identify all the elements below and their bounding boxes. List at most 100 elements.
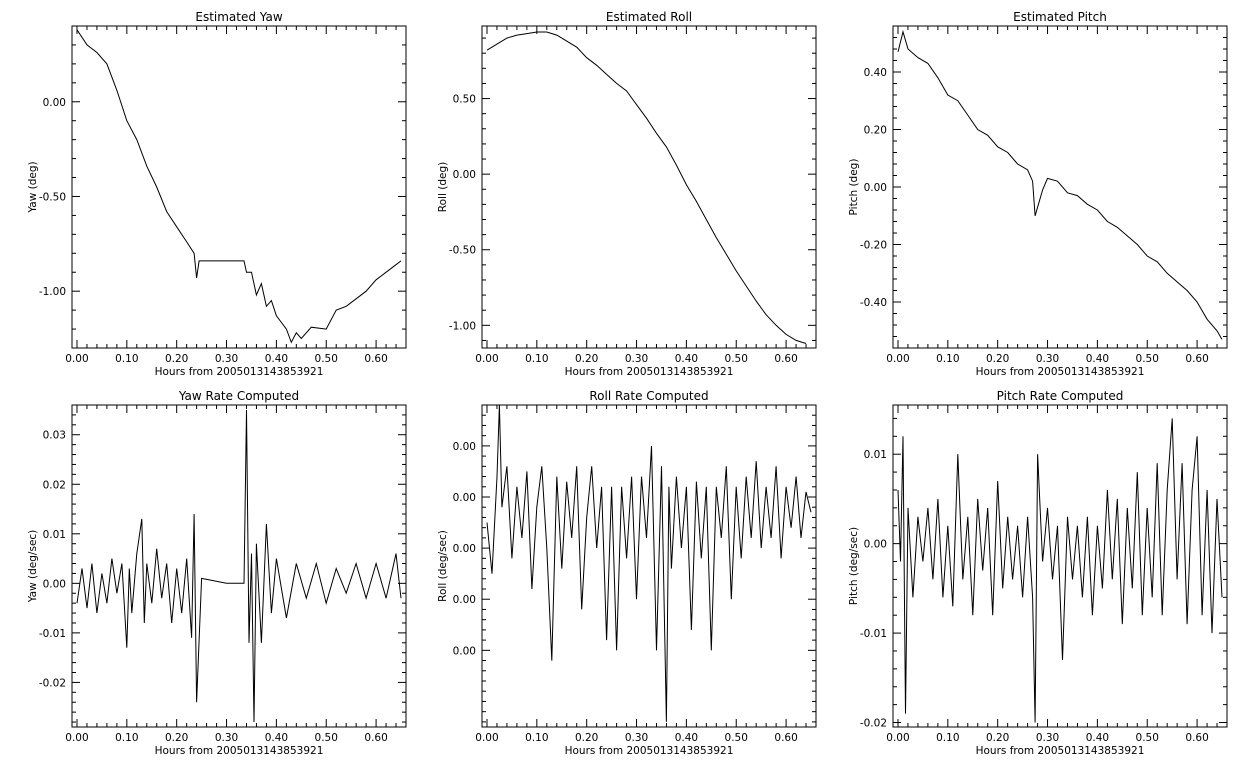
x-tick-label: 0.20 [575, 353, 598, 365]
y-tick-label: -0.02 [39, 677, 66, 689]
x-tick-label: 0.30 [625, 353, 648, 365]
x-tick-label: 0.00 [886, 353, 909, 365]
series-line-yaw_rate [76, 409, 402, 723]
x-tick-label: 0.50 [315, 732, 338, 744]
y-axis-label: Yaw (deg) [27, 161, 39, 213]
x-tick-label: 0.40 [1086, 353, 1109, 365]
series-line-roll_rate [486, 404, 812, 722]
x-tick-label: 0.40 [265, 732, 288, 744]
x-tick-label: 0.30 [625, 732, 648, 744]
x-tick-label: 0.60 [364, 353, 387, 365]
y-tick-label: -0.50 [39, 191, 66, 203]
x-axis-label: Hours from 2005013143853921 [565, 745, 734, 757]
y-tick-label: 0.02 [43, 479, 66, 491]
x-tick-label: 0.10 [936, 353, 959, 365]
panel-title: Estimated Roll [606, 10, 692, 24]
x-axis-label: Hours from 2005013143853921 [155, 745, 324, 757]
x-tick-label: 0.20 [165, 732, 188, 744]
y-tick-label: -0.20 [860, 240, 887, 252]
y-tick-label: 0.00 [43, 97, 66, 109]
x-tick-label: 0.60 [364, 732, 387, 744]
x-tick-label: 0.30 [215, 353, 238, 365]
y-tick-label: 0.00 [453, 543, 476, 555]
x-axis-label: Hours from 2005013143853921 [976, 745, 1145, 757]
x-tick-label: 0.10 [115, 732, 138, 744]
y-tick-label: -0.02 [860, 718, 887, 730]
y-tick-label: -0.50 [449, 245, 476, 257]
panel-pitch: Estimated Pitch 0.00 0.10 0.20 0.30 0.40 0.50 0… [848, 10, 1228, 378]
panel-roll_rate: Roll Rate Computed 0.00 0.10 0.20 0.30 0.40 0.… [437, 389, 817, 757]
series-line-yaw [76, 29, 402, 344]
y-tick-label: 0.40 [864, 67, 887, 79]
series-line-pitch [897, 29, 1223, 340]
x-tick-label: 0.30 [215, 732, 238, 744]
panel-title: Estimated Pitch [1013, 10, 1107, 24]
y-tick-label: 0.00 [864, 539, 887, 551]
panel-title: Pitch Rate Computed [997, 389, 1124, 403]
y-axis-label: Roll (deg/sec) [437, 530, 449, 602]
x-tick-label: 0.50 [725, 732, 748, 744]
x-tick-label: 0.00 [65, 732, 88, 744]
x-tick-label: 0.60 [774, 353, 797, 365]
plot-frame [71, 25, 407, 349]
x-tick-label: 0.20 [165, 353, 188, 365]
x-tick-label: 0.00 [886, 732, 909, 744]
plot-frame [481, 25, 817, 349]
y-axis-label: Pitch (deg) [848, 159, 860, 216]
y-tick-label: -1.00 [39, 286, 66, 298]
x-tick-label: 0.10 [525, 353, 548, 365]
panel-title: Roll Rate Computed [589, 389, 708, 403]
panel-yaw_rate: Yaw Rate Computed 0.00 0.10 0.20 0.30 0.40 0.5… [27, 389, 407, 757]
plot-frame [71, 404, 407, 728]
y-axis-label: Pitch (deg/sec) [848, 527, 860, 605]
x-tick-label: 0.10 [115, 353, 138, 365]
y-axis-label: Yaw (deg/sec) [27, 530, 39, 604]
x-tick-label: 0.10 [936, 732, 959, 744]
x-tick-label: 0.50 [1136, 353, 1159, 365]
y-tick-label: -1.00 [449, 320, 476, 332]
y-tick-label: 0.50 [453, 94, 476, 106]
panel-title: Yaw Rate Computed [178, 389, 299, 403]
x-tick-label: 0.00 [475, 732, 498, 744]
x-tick-label: 0.40 [1086, 732, 1109, 744]
y-tick-label: 0.00 [453, 594, 476, 606]
y-tick-label: -0.01 [39, 628, 66, 640]
y-tick-label: 0.00 [43, 578, 66, 590]
x-tick-label: 0.60 [1185, 732, 1208, 744]
y-tick-label: -0.40 [860, 297, 887, 309]
x-tick-label: 0.20 [986, 732, 1009, 744]
y-tick-label: 0.00 [453, 492, 476, 504]
x-axis-label: Hours from 2005013143853921 [565, 366, 734, 378]
x-tick-label: 0.50 [725, 353, 748, 365]
y-tick-label: 0.03 [43, 430, 66, 442]
y-tick-label: 0.00 [453, 169, 476, 181]
series-line-pitch_rate [897, 418, 1223, 723]
x-tick-label: 0.30 [1036, 353, 1059, 365]
plot-frame [892, 25, 1228, 349]
panel-pitch_rate: Pitch Rate Computed 0.00 0.10 0.20 0.30 0.40 0… [848, 389, 1228, 757]
x-tick-label: 0.30 [1036, 732, 1059, 744]
y-tick-label: 0.00 [453, 645, 476, 657]
y-tick-label: 0.00 [864, 182, 887, 194]
x-axis-label: Hours from 2005013143853921 [155, 366, 324, 378]
x-tick-label: 0.50 [1136, 732, 1159, 744]
x-tick-label: 0.60 [774, 732, 797, 744]
x-tick-label: 0.20 [575, 732, 598, 744]
x-axis-label: Hours from 2005013143853921 [976, 366, 1145, 378]
x-tick-label: 0.00 [65, 353, 88, 365]
x-tick-label: 0.40 [675, 732, 698, 744]
x-tick-label: 0.20 [986, 353, 1009, 365]
y-tick-label: -0.01 [860, 628, 887, 640]
series-line-roll [486, 31, 807, 344]
plot-frame [481, 404, 817, 728]
panel-yaw: Estimated Yaw 0.00 0.10 0.20 0.30 0.40 0.50 0.6… [27, 10, 407, 378]
panel-title: Estimated Yaw [195, 10, 282, 24]
y-tick-label: 0.00 [453, 441, 476, 453]
x-tick-label: 0.40 [265, 353, 288, 365]
x-tick-label: 0.00 [475, 353, 498, 365]
x-tick-label: 0.60 [1185, 353, 1208, 365]
y-tick-label: 0.01 [43, 529, 66, 541]
y-tick-label: 0.20 [864, 125, 887, 137]
x-tick-label: 0.40 [675, 353, 698, 365]
